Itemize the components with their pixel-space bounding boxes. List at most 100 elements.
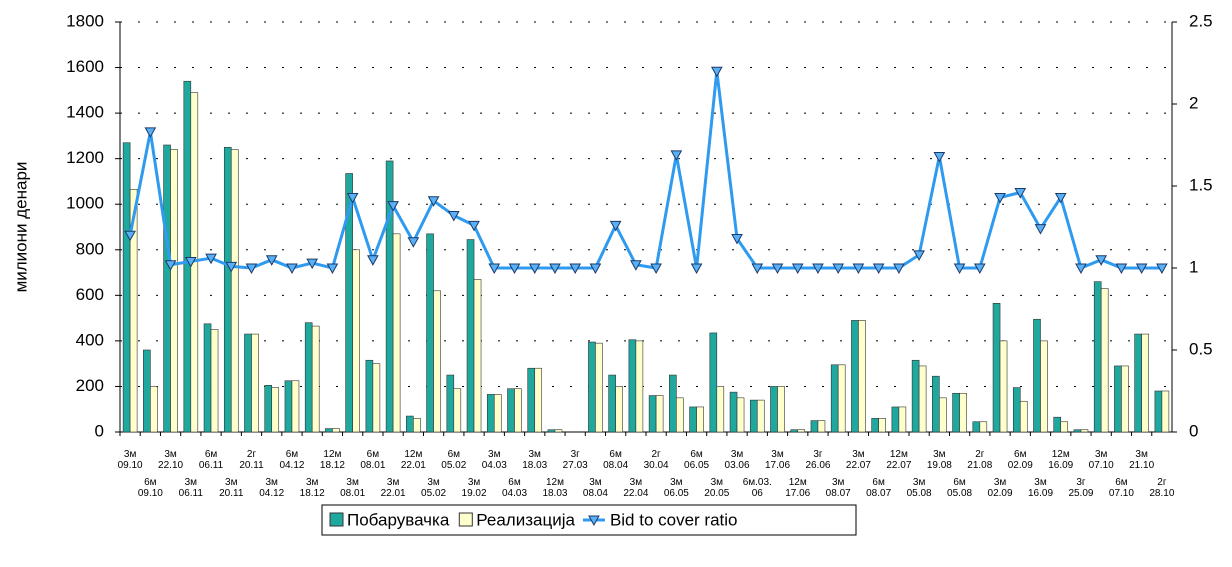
bar [284,380,293,433]
bar [122,142,131,433]
bar [264,385,273,433]
x-tick-label: 3м 19.02 [462,477,487,499]
x-tick-label: 3м 20.11 [219,477,244,499]
marker [346,192,359,204]
x-tick-label: 3м 21.10 [1129,449,1154,471]
marker [973,263,986,275]
x-tick-label: 3м 08.04 [583,477,608,499]
marker [771,263,784,275]
bar [797,429,806,433]
bar [129,189,138,433]
bar [898,406,907,433]
bar [1033,318,1041,433]
marker [832,263,845,275]
bar [1060,421,1069,433]
y2-tick-label: 1.5 [1189,175,1213,194]
bar [999,340,1008,433]
marker [1156,263,1168,275]
x-tick-label: 3м 09.10 [118,449,143,471]
y-tick-label: 1400 [66,103,104,122]
x-tick-label: 6м 05.08 [947,477,972,499]
marker [286,263,298,275]
bar [1073,429,1082,433]
marker [407,237,420,248]
marker [306,258,319,270]
bar [716,386,725,433]
x-tick-label: 6м 08.07 [866,477,891,499]
bar [1040,340,1048,433]
x-tick-label: 6м.03. 06 [743,477,772,499]
bar [244,333,252,433]
bar [817,420,826,433]
bar [628,339,637,433]
bar [426,233,434,433]
bar [466,239,475,433]
x-tick-label: 3м 06.05 [664,477,689,499]
marker [427,196,440,207]
bar [365,359,374,433]
x-tick-label: 2г 20.11 [239,449,264,471]
bar [777,386,785,433]
x-tick-label: 3м 17.06 [765,449,790,471]
bar [729,391,738,433]
y2-tick-label: 0 [1189,421,1198,440]
y2-tick-label: 0.5 [1189,339,1213,358]
marker [690,263,703,275]
marker [205,253,217,265]
y-tick-label: 800 [76,239,104,258]
marker [710,66,723,78]
bar [210,329,219,433]
bar [770,386,778,433]
marker [1054,192,1067,204]
marker [609,220,622,232]
bar [911,359,920,433]
x-tick-label: 3м 19.08 [927,449,952,471]
x-tick-label: 3м 05.02 [421,477,446,499]
marker [852,263,865,275]
bar [527,367,536,433]
bar [311,325,320,433]
bar [696,406,704,433]
marker [144,127,157,138]
x-tick-label: 3м 08.07 [826,477,851,499]
legend-label: Реализација [476,510,575,529]
x-tick-label: 12м 18.12 [320,449,345,471]
bar [952,392,960,433]
bar [1154,390,1163,433]
bar [473,279,482,433]
x-tick-label: 3м 04.03 [482,449,507,471]
marker [953,263,966,275]
y2-tick-label: 2 [1189,93,1198,112]
x-tick-label: 3г 26.06 [805,449,830,471]
bar [736,397,745,433]
x-tick-label: 6м 05.02 [441,449,466,471]
marker [872,263,885,275]
marker [387,201,399,212]
bar [392,233,401,433]
x-tick-label: 6м 02.09 [1008,449,1033,471]
bar [183,80,192,433]
bar [170,149,178,433]
y-tick-label: 400 [76,330,104,349]
bar [1012,387,1021,433]
marker [1014,188,1027,199]
legend-swatch [458,512,473,527]
marker [468,220,480,232]
marker [447,211,460,222]
bar [851,320,859,433]
bar [939,397,947,433]
marker [367,255,379,266]
bar [223,146,232,433]
bar [1121,365,1129,433]
bar [413,418,421,433]
x-tick-label: 3м 16.09 [1028,477,1053,499]
x-tick-label: 3м 07.10 [1089,449,1114,471]
bar [150,386,158,433]
marker [913,250,925,261]
bar [1093,281,1102,433]
x-tick-label: 3м 22.04 [623,477,648,499]
bar [1053,416,1062,433]
bar [1080,429,1089,433]
x-tick-label: 3м 22.10 [158,449,183,471]
marker [670,150,683,161]
